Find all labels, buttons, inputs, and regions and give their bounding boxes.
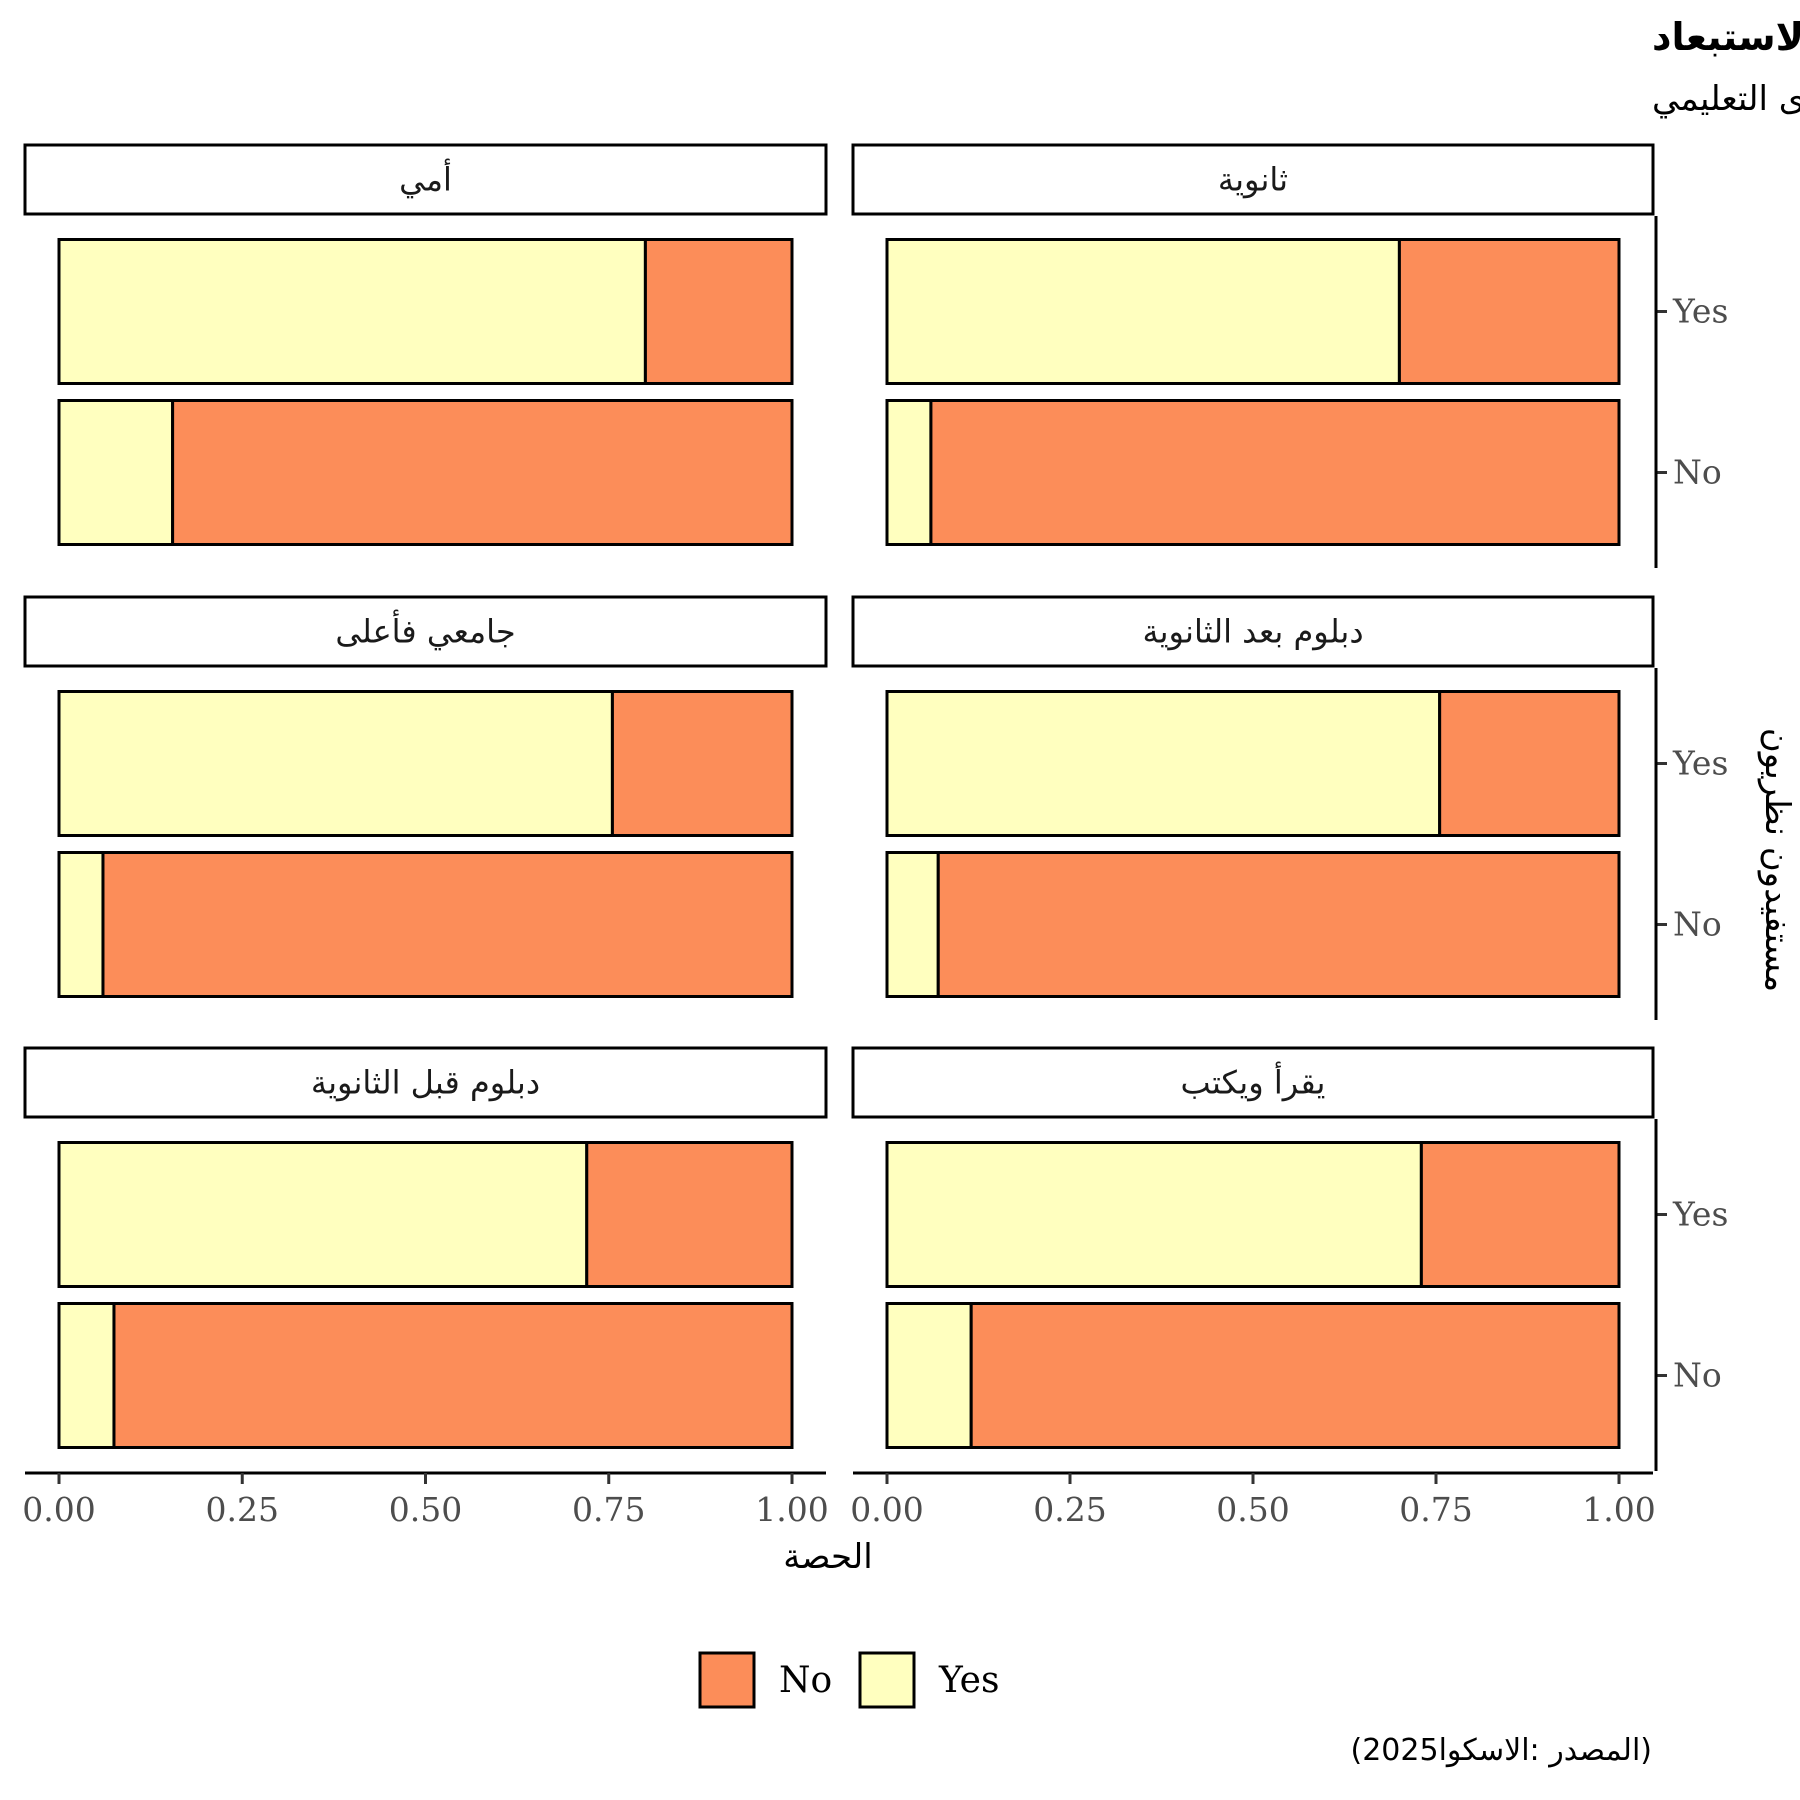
y-tick-label: No: [1673, 453, 1722, 492]
bar-segment-no: [929, 399, 1621, 546]
y-tick-label: Yes: [1672, 1195, 1728, 1234]
facet-panel: يقرأ ويكتب Yes No: [851, 1046, 1728, 1471]
bar-segment-no: [1438, 690, 1621, 837]
bar-segment-no: [643, 238, 794, 385]
bar-segment-yes: [57, 1141, 589, 1288]
chart-subtitle: بحسب المستوى التعليمي: [1652, 79, 1800, 119]
facet-panel: أمي: [23, 143, 828, 546]
y-tick-label: Yes: [1672, 744, 1728, 783]
legend-label: No: [779, 1660, 832, 1701]
bar-segment-no: [969, 1302, 1621, 1449]
bar-segment-no: [101, 851, 794, 998]
facets: ثانوية Yes No أمي دبلوم بعد الثانوية Yes No جام…: [23, 143, 1728, 1471]
bar-segment-no: [1397, 238, 1621, 385]
facet-panel: دبلوم قبل الثانوية: [23, 1046, 828, 1449]
bar-segment-yes: [57, 690, 614, 837]
bar-segment-no: [936, 851, 1621, 998]
x-tick-label: 0.50: [389, 1490, 462, 1529]
bar-segment-no: [171, 399, 794, 546]
y-tick-label: No: [1673, 905, 1722, 944]
bar-segment-yes: [885, 238, 1401, 385]
bar-segment-no: [585, 1141, 794, 1288]
facet-strip: [23, 1046, 828, 1119]
y-tick-label: No: [1673, 1356, 1722, 1395]
chart-title: أخطاء الشمول/الاستبعاد: [1652, 12, 1800, 59]
x-axis-label: الحصة: [783, 1537, 872, 1577]
facet-strip: [23, 595, 828, 668]
facet-strip: [851, 1046, 1655, 1119]
facet-panel: جامعي فأعلى: [23, 595, 828, 998]
facet-strip-label: أمي: [399, 159, 452, 199]
facet-panel: ثانوية Yes No: [851, 143, 1728, 568]
x-tick-label: 0.00: [850, 1490, 923, 1529]
facet-strip: [23, 143, 828, 216]
x-tick-label: 1.00: [755, 1490, 828, 1529]
bar-segment-yes: [885, 1302, 973, 1449]
x-tick-label: 0.75: [1399, 1490, 1472, 1529]
legend: No Yes: [698, 1651, 999, 1709]
bar-segment-yes: [57, 1302, 116, 1449]
y-tick-label: Yes: [1672, 292, 1728, 331]
legend-key: [858, 1651, 916, 1709]
x-tick-label: 0.25: [1033, 1490, 1106, 1529]
y-axis-label: مستفيدون نظريون: [1757, 728, 1797, 992]
bar-segment-yes: [57, 851, 105, 998]
legend-label: Yes: [938, 1660, 999, 1701]
bar-segment-yes: [57, 238, 647, 385]
legend-key: [698, 1651, 756, 1709]
bar-segment-yes: [885, 1141, 1423, 1288]
bar-segment-yes: [885, 399, 933, 546]
bar-segment-yes: [885, 690, 1442, 837]
x-tick-label: 0.75: [572, 1490, 645, 1529]
facet-strip-label: يقرأ ويكتب: [1181, 1062, 1326, 1102]
bar-segment-no: [1419, 1141, 1621, 1288]
facet-strip-label: جامعي فأعلى: [335, 610, 515, 651]
bar-segment-no: [610, 690, 794, 837]
x-tick-label: 0.00: [22, 1490, 95, 1529]
bar-segment-yes: [885, 851, 940, 998]
chart-caption: (2025المصدر :الاسكوا): [1351, 1733, 1652, 1768]
facet-strip: [851, 143, 1655, 216]
x-tick-label: 1.00: [1582, 1490, 1655, 1529]
x-tick-label: 0.50: [1216, 1490, 1289, 1529]
facet-strip-label: ثانوية: [1218, 161, 1288, 199]
bar-segment-yes: [57, 399, 175, 546]
x-tick-label: 0.25: [206, 1490, 279, 1529]
bar-segment-no: [112, 1302, 794, 1449]
axes: 0.00 0.25 0.50 0.75 1.00 0.00 0.25 0.50 0.75 1.00: [22, 1471, 1656, 1529]
facet-panel: دبلوم بعد الثانوية Yes No: [851, 595, 1728, 1020]
facet-strip-label: دبلوم بعد الثانوية: [1142, 613, 1363, 651]
facet-strip: [851, 595, 1655, 668]
facet-strip-label: دبلوم قبل الثانوية: [311, 1064, 540, 1102]
